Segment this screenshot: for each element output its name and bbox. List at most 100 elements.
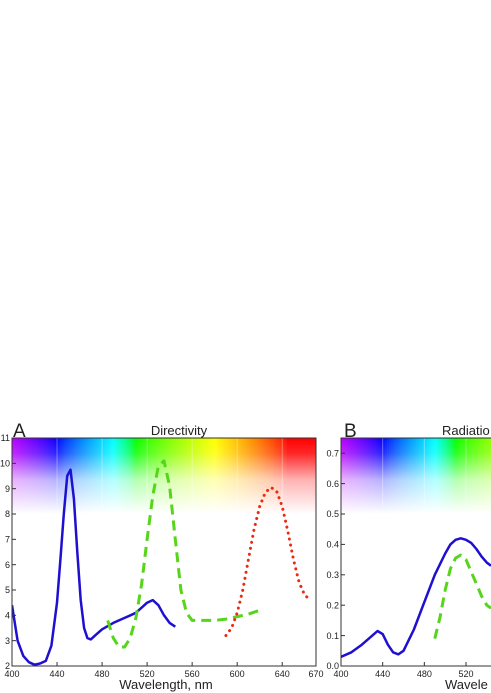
spectrum-strip	[399, 438, 403, 514]
spectrum-strip	[198, 438, 202, 514]
spectrum-strip	[77, 438, 81, 514]
spectrum-strip	[248, 438, 252, 514]
spectrum-strip	[268, 438, 272, 514]
spectrum-strip	[275, 438, 279, 514]
spectrum-strip	[162, 438, 166, 514]
spectrum-strip	[449, 438, 453, 514]
y-tick-label: 2	[5, 661, 10, 671]
spectrum-strip	[486, 438, 490, 514]
spectrum-strip	[93, 438, 96, 514]
series-dashed-line	[433, 553, 491, 639]
spectrum-band-b	[341, 438, 491, 514]
spectrum-strip	[144, 438, 148, 514]
ticks-b: 400440480520520.00.10.20.30.40.50.60.7	[326, 448, 473, 679]
spectrum-strip	[180, 438, 184, 514]
spectrum-strip	[196, 438, 200, 514]
spectrum-strip	[368, 438, 371, 514]
series-solid-line	[12, 468, 176, 666]
y-tick-label: 0.2	[326, 600, 339, 610]
spectrum-strip	[16, 438, 20, 514]
x-tick-label: 400	[333, 669, 348, 679]
spectrum-strip	[21, 438, 24, 514]
spectrum-strip	[420, 438, 423, 514]
spectrum-strip	[174, 438, 177, 514]
spectrum-strip	[347, 438, 350, 514]
spectrum-strip	[401, 438, 405, 514]
spectrum-strip	[393, 438, 396, 514]
spectrum-strip	[411, 438, 415, 514]
spectrum-strip	[270, 438, 274, 514]
spectrum-strip	[413, 438, 417, 514]
panel-label-a: A	[13, 421, 26, 442]
spectrum-strip	[57, 438, 60, 514]
spectrum-strip	[403, 438, 407, 514]
series-dashed-line	[106, 459, 261, 649]
series-layer-b	[341, 537, 491, 659]
spectrum-strip	[23, 438, 27, 514]
spectrum-strip	[482, 438, 486, 514]
spectrum-strip	[306, 438, 310, 514]
spectrum-strip	[476, 438, 480, 514]
spectrum-strip	[84, 438, 87, 514]
spectrum-strip	[131, 438, 135, 514]
spectrum-strip	[27, 438, 31, 514]
plot-frame-b	[340, 437, 491, 667]
spectrum-gradient-a	[12, 438, 317, 514]
y-tick-label: 0.0	[326, 661, 339, 671]
spectrum-strip	[304, 438, 308, 514]
series-layer-a	[12, 459, 312, 666]
spectrum-strip	[104, 438, 108, 514]
spectrum-strip	[210, 438, 214, 514]
spectrum-strip	[374, 438, 378, 514]
spectrum-strip	[455, 438, 459, 514]
spectrum-strip	[151, 438, 155, 514]
spectrum-strip	[232, 438, 236, 514]
spectrum-strip	[286, 438, 290, 514]
spectrum-strip	[34, 438, 38, 514]
spectrum-strip	[68, 438, 72, 514]
spectrum-strip	[366, 438, 369, 514]
spectrum-strip	[79, 438, 83, 514]
spectrum-strip	[418, 438, 421, 514]
spectrum-gradient-b	[341, 438, 491, 514]
panel-b: 400440480520520.00.10.20.30.40.50.60.7 B…	[326, 421, 491, 692]
spectrum-strip	[443, 438, 446, 514]
spectrum-strip	[434, 438, 438, 514]
y-tick-label: 10	[0, 459, 10, 469]
spectrum-strip	[441, 438, 444, 514]
y-tick-label: 5	[5, 585, 10, 595]
spectrum-strip	[380, 438, 384, 514]
spectrum-strip	[445, 438, 448, 514]
spectrum-strip	[428, 438, 432, 514]
spectrum-strip	[436, 438, 440, 514]
series-dotted-line	[224, 485, 312, 638]
spectrum-strip	[122, 438, 126, 514]
spectrum-strip	[95, 438, 99, 514]
spectrum-strip	[466, 438, 469, 514]
spectrum-strip	[353, 438, 357, 514]
spectrum-strip	[126, 438, 130, 514]
y-tick-label: 9	[5, 484, 10, 494]
spectrum-strip	[52, 438, 56, 514]
spectrum-strip	[391, 438, 394, 514]
x-tick-label: 670	[308, 669, 323, 679]
x-tick-label: 520	[458, 669, 473, 679]
ticks-a: 400 440 480 520 560 600 640 670 2 3 4 5 6 7 8 9 10 11	[0, 433, 324, 679]
spectrum-strip	[147, 438, 150, 514]
spectrum-strip	[282, 438, 286, 514]
y-tick-label: 0.4	[326, 540, 339, 550]
spectrum-strip	[480, 438, 484, 514]
spectrum-strip	[372, 438, 375, 514]
spectrum-strip	[185, 438, 189, 514]
spectrum-strip	[142, 438, 146, 514]
spectrum-strip	[219, 438, 223, 514]
spectrum-strip	[14, 438, 18, 514]
spectrum-strip	[378, 438, 382, 514]
x-tick-label: 440	[50, 669, 65, 679]
x-tick-label: 640	[275, 669, 290, 679]
spectrum-strip	[124, 438, 128, 514]
spectrum-strip	[259, 438, 263, 514]
spectrum-strip	[430, 438, 434, 514]
spectrum-strip	[158, 438, 162, 514]
